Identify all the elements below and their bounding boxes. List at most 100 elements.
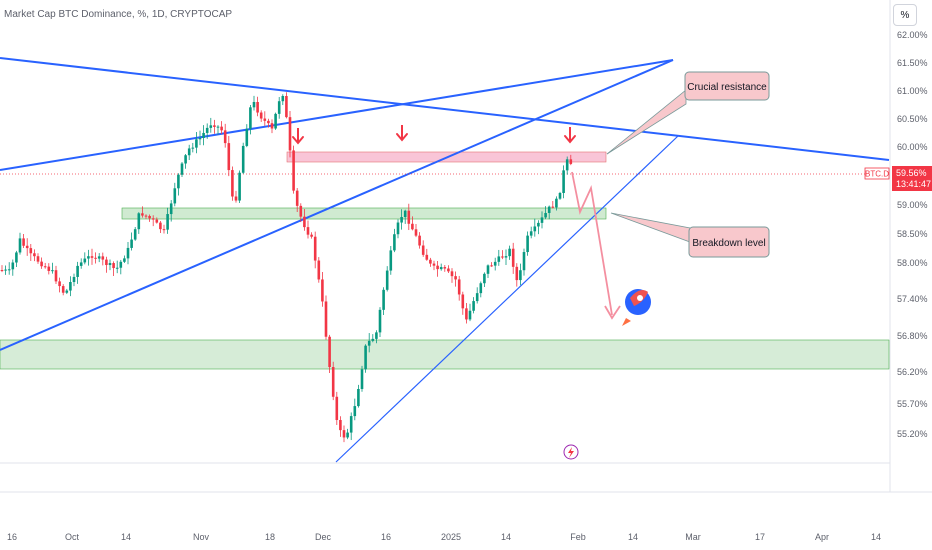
candle-body	[187, 148, 191, 156]
candle-body	[511, 248, 515, 267]
candle-body	[360, 369, 364, 389]
candle-body	[198, 137, 202, 140]
candle-body	[439, 267, 443, 270]
y-tick-label: 61.50%	[897, 58, 928, 68]
candle-body	[137, 213, 141, 230]
candle-body	[274, 113, 277, 129]
candle-body	[195, 139, 198, 148]
candle-body	[436, 265, 439, 270]
candle-body	[141, 213, 144, 216]
candle-body	[497, 256, 501, 262]
candle-body	[493, 261, 497, 266]
y-tick-label: 58.50%	[897, 229, 928, 239]
candle-body	[241, 145, 245, 173]
candle-body	[468, 310, 472, 320]
y-tick-label: 56.20%	[897, 367, 928, 377]
candle-body	[407, 210, 411, 224]
candle-body	[259, 112, 263, 119]
y-tick-label: 62.00%	[897, 30, 928, 40]
candle-body	[40, 261, 43, 267]
candle-body	[148, 215, 151, 219]
candle-body	[454, 276, 457, 280]
candle-body	[465, 308, 468, 320]
x-tick-label: 14	[121, 532, 131, 542]
candle-body	[411, 223, 414, 230]
candle-body	[382, 289, 385, 310]
candle-body	[544, 212, 547, 218]
crucial-resistance-callout	[684, 71, 770, 101]
candle-body	[508, 248, 511, 257]
x-tick-label: Feb	[570, 532, 586, 542]
candle-body	[317, 260, 321, 280]
candle-body	[540, 217, 544, 223]
candle-body	[18, 238, 22, 253]
candle-body	[144, 215, 148, 217]
candle-body	[277, 101, 281, 114]
candle-body	[87, 256, 90, 259]
price-tag-countdown: 13:41:47	[896, 179, 931, 189]
candle-body	[169, 203, 173, 215]
callout-pointer	[606, 89, 687, 155]
candle-body	[90, 256, 94, 258]
candle-body	[270, 123, 274, 129]
candle-body	[288, 117, 292, 151]
candle-body	[475, 293, 479, 302]
candle-body	[425, 254, 429, 260]
x-tick-label: Nov	[193, 532, 210, 542]
candle-body	[33, 253, 36, 257]
candle-body	[342, 430, 346, 438]
candle-body	[72, 276, 76, 283]
percent-scale-button[interactable]: %	[893, 4, 917, 26]
candle-body	[47, 266, 51, 271]
candle-body	[7, 269, 11, 271]
candle-body	[202, 132, 205, 138]
candle-body	[472, 301, 475, 311]
x-tick-label: Apr	[815, 532, 829, 542]
candle-body	[328, 336, 331, 368]
channel-upper-line	[0, 59, 674, 171]
candle-body	[263, 118, 267, 121]
candle-body	[285, 96, 288, 118]
candle-body	[94, 257, 97, 259]
candle-body	[306, 227, 310, 235]
candle-body	[209, 125, 213, 128]
candle-body	[177, 174, 180, 189]
candle-body	[76, 265, 79, 277]
candle-body	[432, 263, 436, 266]
y-tick-label: 60.00%	[897, 142, 928, 152]
descending-trendline	[0, 57, 890, 161]
candle-body	[15, 252, 18, 263]
arrow-down-icon	[396, 125, 408, 142]
candle-body	[515, 266, 519, 281]
candle-body	[4, 269, 7, 271]
projection-arrowhead	[604, 305, 621, 320]
candle-body	[115, 267, 119, 269]
candle-body	[119, 261, 123, 268]
x-tick-label: 2025	[441, 532, 461, 542]
y-tick-label: 60.50%	[897, 114, 928, 124]
candle-body	[133, 229, 137, 240]
candle-body	[558, 192, 562, 199]
breakdown-zone	[121, 207, 607, 220]
candle-body	[83, 258, 87, 263]
candle-body	[339, 420, 342, 431]
candle-body	[43, 266, 47, 268]
candle-body	[443, 267, 447, 269]
candle-body	[367, 340, 371, 346]
candle-body	[486, 265, 490, 274]
candle-body	[216, 126, 220, 128]
candle-body	[267, 120, 270, 124]
candle-body	[490, 265, 493, 267]
candle-body	[371, 338, 375, 341]
y-tick-label: 56.80%	[897, 331, 928, 341]
candle-body	[396, 222, 400, 235]
candle-body	[180, 163, 184, 175]
candle-body	[501, 256, 504, 258]
candle-body	[162, 229, 166, 231]
x-tick-label: Dec	[315, 532, 332, 542]
x-tick-label: Oct	[65, 532, 80, 542]
support-zone	[0, 339, 890, 370]
candle-body	[101, 256, 105, 260]
